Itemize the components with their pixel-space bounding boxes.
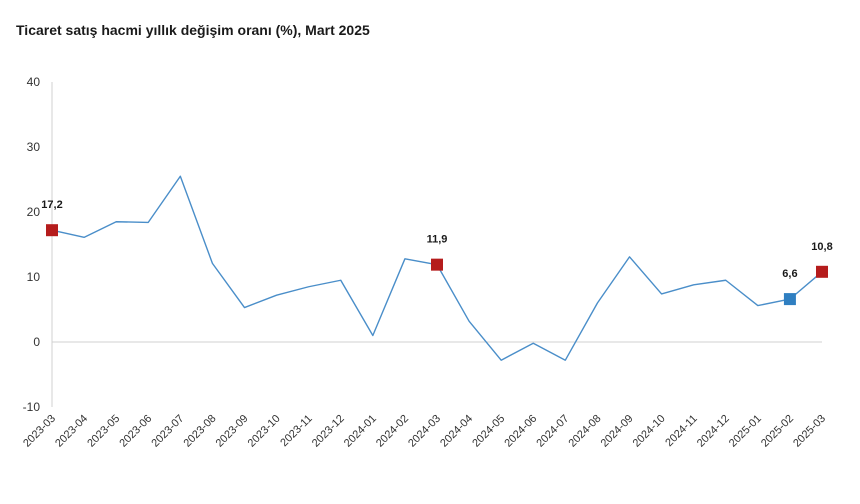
- y-tick-label: -10: [23, 400, 41, 414]
- data-label: 17,2: [41, 199, 62, 211]
- chart-title: Ticaret satış hacmi yıllık değişim oranı…: [16, 22, 370, 38]
- x-tick-label: 2023-11: [278, 413, 314, 449]
- x-tick-label: 2023-09: [214, 413, 251, 450]
- data-label: 6,6: [782, 268, 797, 280]
- x-tick-label: 2024-05: [470, 413, 507, 450]
- x-tick-label: 2024-12: [695, 413, 732, 450]
- highlight-markers: [46, 224, 828, 306]
- x-tick-label: 2023-03: [21, 413, 58, 450]
- x-tick-label: 2024-04: [438, 413, 475, 450]
- y-tick-label: 30: [27, 140, 41, 154]
- axes: [51, 82, 822, 407]
- y-tick-label: 20: [27, 205, 41, 219]
- x-tick-label: 2023-04: [53, 413, 90, 450]
- x-tick-label: 2023-08: [182, 413, 219, 450]
- data-label: 10,8: [811, 241, 832, 253]
- x-tick-label: 2024-03: [406, 413, 443, 450]
- x-tick-label: 2023-06: [117, 413, 154, 450]
- data-point-marker: [783, 293, 796, 306]
- x-tick-label: 2023-10: [246, 413, 283, 450]
- x-tick-label: 2024-08: [567, 413, 604, 450]
- x-tick-label: 2025-03: [791, 413, 828, 450]
- x-tick-label: 2023-07: [149, 413, 186, 450]
- data-labels: 17,2 11,9 6,6 10,8: [41, 199, 832, 280]
- x-tick-label: 2025-01: [727, 413, 764, 450]
- y-axis-tick-labels: 40 30 20 10 0 -10: [23, 75, 41, 414]
- data-label: 11,9: [427, 234, 448, 246]
- x-tick-label: 2024-02: [374, 413, 411, 450]
- x-tick-label: 2024-07: [534, 413, 571, 450]
- x-tick-label: 2025-02: [759, 413, 796, 450]
- x-tick-label: 2024-01: [342, 413, 379, 450]
- x-tick-label: 2023-05: [85, 413, 122, 450]
- y-tick-label: 40: [27, 75, 41, 89]
- data-point-marker: [431, 258, 443, 271]
- x-tick-label: 2024-11: [663, 413, 699, 449]
- data-point-marker: [46, 224, 58, 237]
- y-tick-label: 10: [27, 270, 41, 284]
- y-tick-label: 0: [33, 335, 40, 349]
- x-tick-label: 2024-09: [599, 413, 636, 450]
- data-point-marker: [816, 265, 828, 278]
- x-tick-label: 2024-06: [502, 413, 539, 450]
- x-tick-label: 2024-10: [631, 413, 668, 450]
- x-axis-tick-labels: 2023-032023-042023-052023-062023-072023-…: [21, 413, 828, 450]
- x-tick-label: 2023-12: [310, 413, 347, 450]
